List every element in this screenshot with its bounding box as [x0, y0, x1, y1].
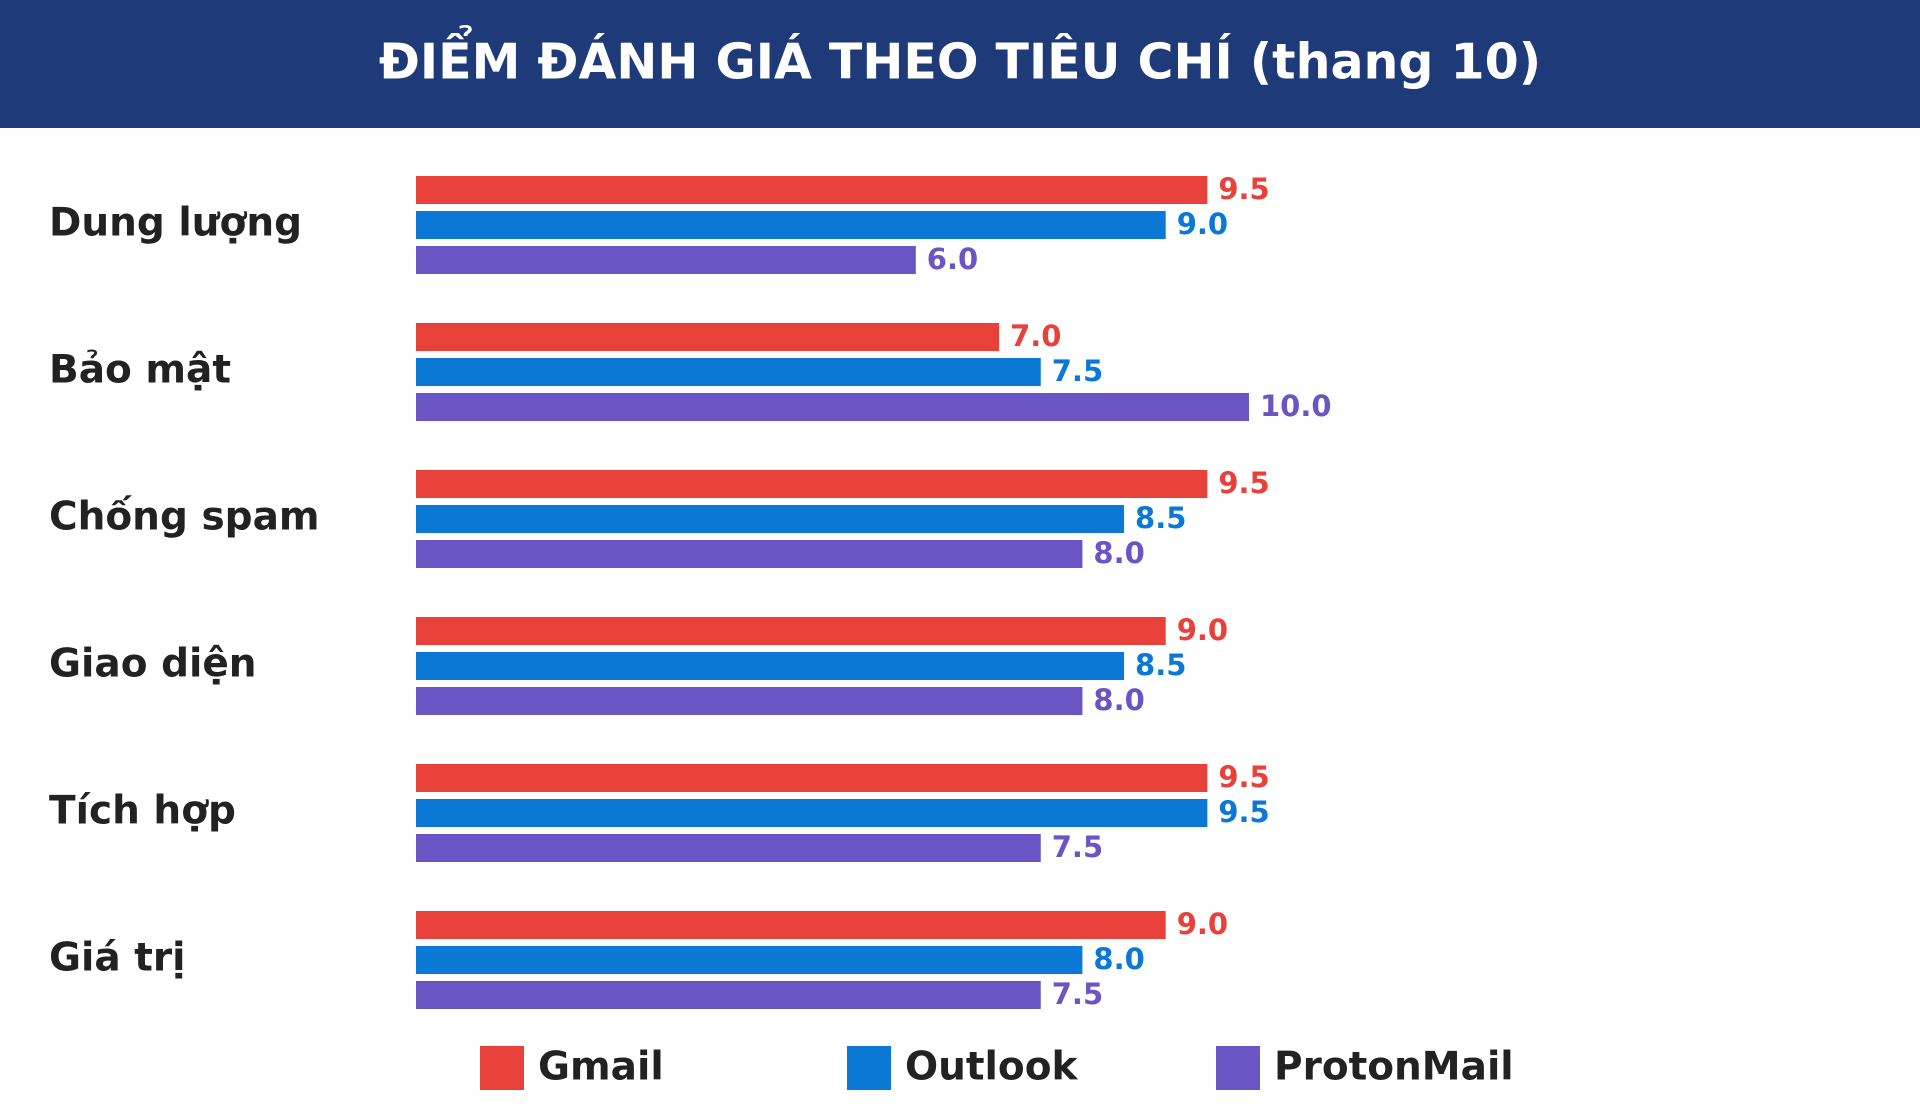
value-label: 7.5: [1052, 830, 1103, 864]
legend-swatch: [1216, 1046, 1260, 1090]
bar: [416, 470, 1208, 498]
legend-label: Gmail: [538, 1045, 664, 1090]
bar: [416, 358, 1041, 386]
bar: [416, 981, 1041, 1009]
value-label: 9.0: [1177, 207, 1228, 241]
value-label: 6.0: [927, 242, 978, 276]
bar: [416, 393, 1249, 421]
bar: [416, 764, 1208, 792]
category-label: Giao diện: [49, 642, 257, 687]
bar: [416, 687, 1083, 715]
bar: [416, 911, 1166, 939]
category-label: Dung lượng: [49, 201, 302, 246]
value-label: 9.5: [1218, 172, 1269, 206]
bar: [416, 799, 1208, 827]
header: [0, 0, 1920, 128]
value-label: 10.0: [1260, 389, 1332, 423]
value-label: 8.5: [1135, 648, 1186, 682]
chart-title: ĐIỂM ĐÁNH GIÁ THEO TIÊU CHÍ (thang 10): [379, 24, 1541, 91]
legend-label: Outlook: [905, 1045, 1079, 1090]
value-label: 7.5: [1052, 977, 1103, 1011]
value-label: 9.0: [1177, 907, 1228, 941]
value-label: 9.5: [1218, 466, 1269, 500]
legend-swatch: [480, 1046, 524, 1090]
value-label: 8.0: [1093, 942, 1144, 976]
value-label: 7.5: [1052, 354, 1103, 388]
category-label: Chống spam: [49, 495, 320, 540]
category-label: Tích hợp: [49, 789, 236, 834]
value-label: 9.5: [1218, 760, 1269, 794]
bar: [416, 505, 1125, 533]
bar: [416, 652, 1125, 680]
bar: [416, 211, 1166, 239]
legend-label: ProtonMail: [1274, 1045, 1514, 1090]
value-label: 9.0: [1177, 613, 1228, 647]
bar: [416, 323, 1000, 351]
category-label: Bảo mật: [49, 348, 231, 393]
bar: [416, 246, 916, 274]
bar: [416, 946, 1083, 974]
legend-swatch: [847, 1046, 891, 1090]
bar: [416, 540, 1083, 568]
value-label: 8.5: [1135, 501, 1186, 535]
value-label: 9.5: [1218, 795, 1269, 829]
category-label: Giá trị: [49, 936, 186, 981]
value-label: 7.0: [1010, 319, 1061, 353]
bar: [416, 176, 1208, 204]
value-label: 8.0: [1093, 683, 1144, 717]
value-label: 8.0: [1093, 536, 1144, 570]
bar: [416, 834, 1041, 862]
bar: [416, 617, 1166, 645]
